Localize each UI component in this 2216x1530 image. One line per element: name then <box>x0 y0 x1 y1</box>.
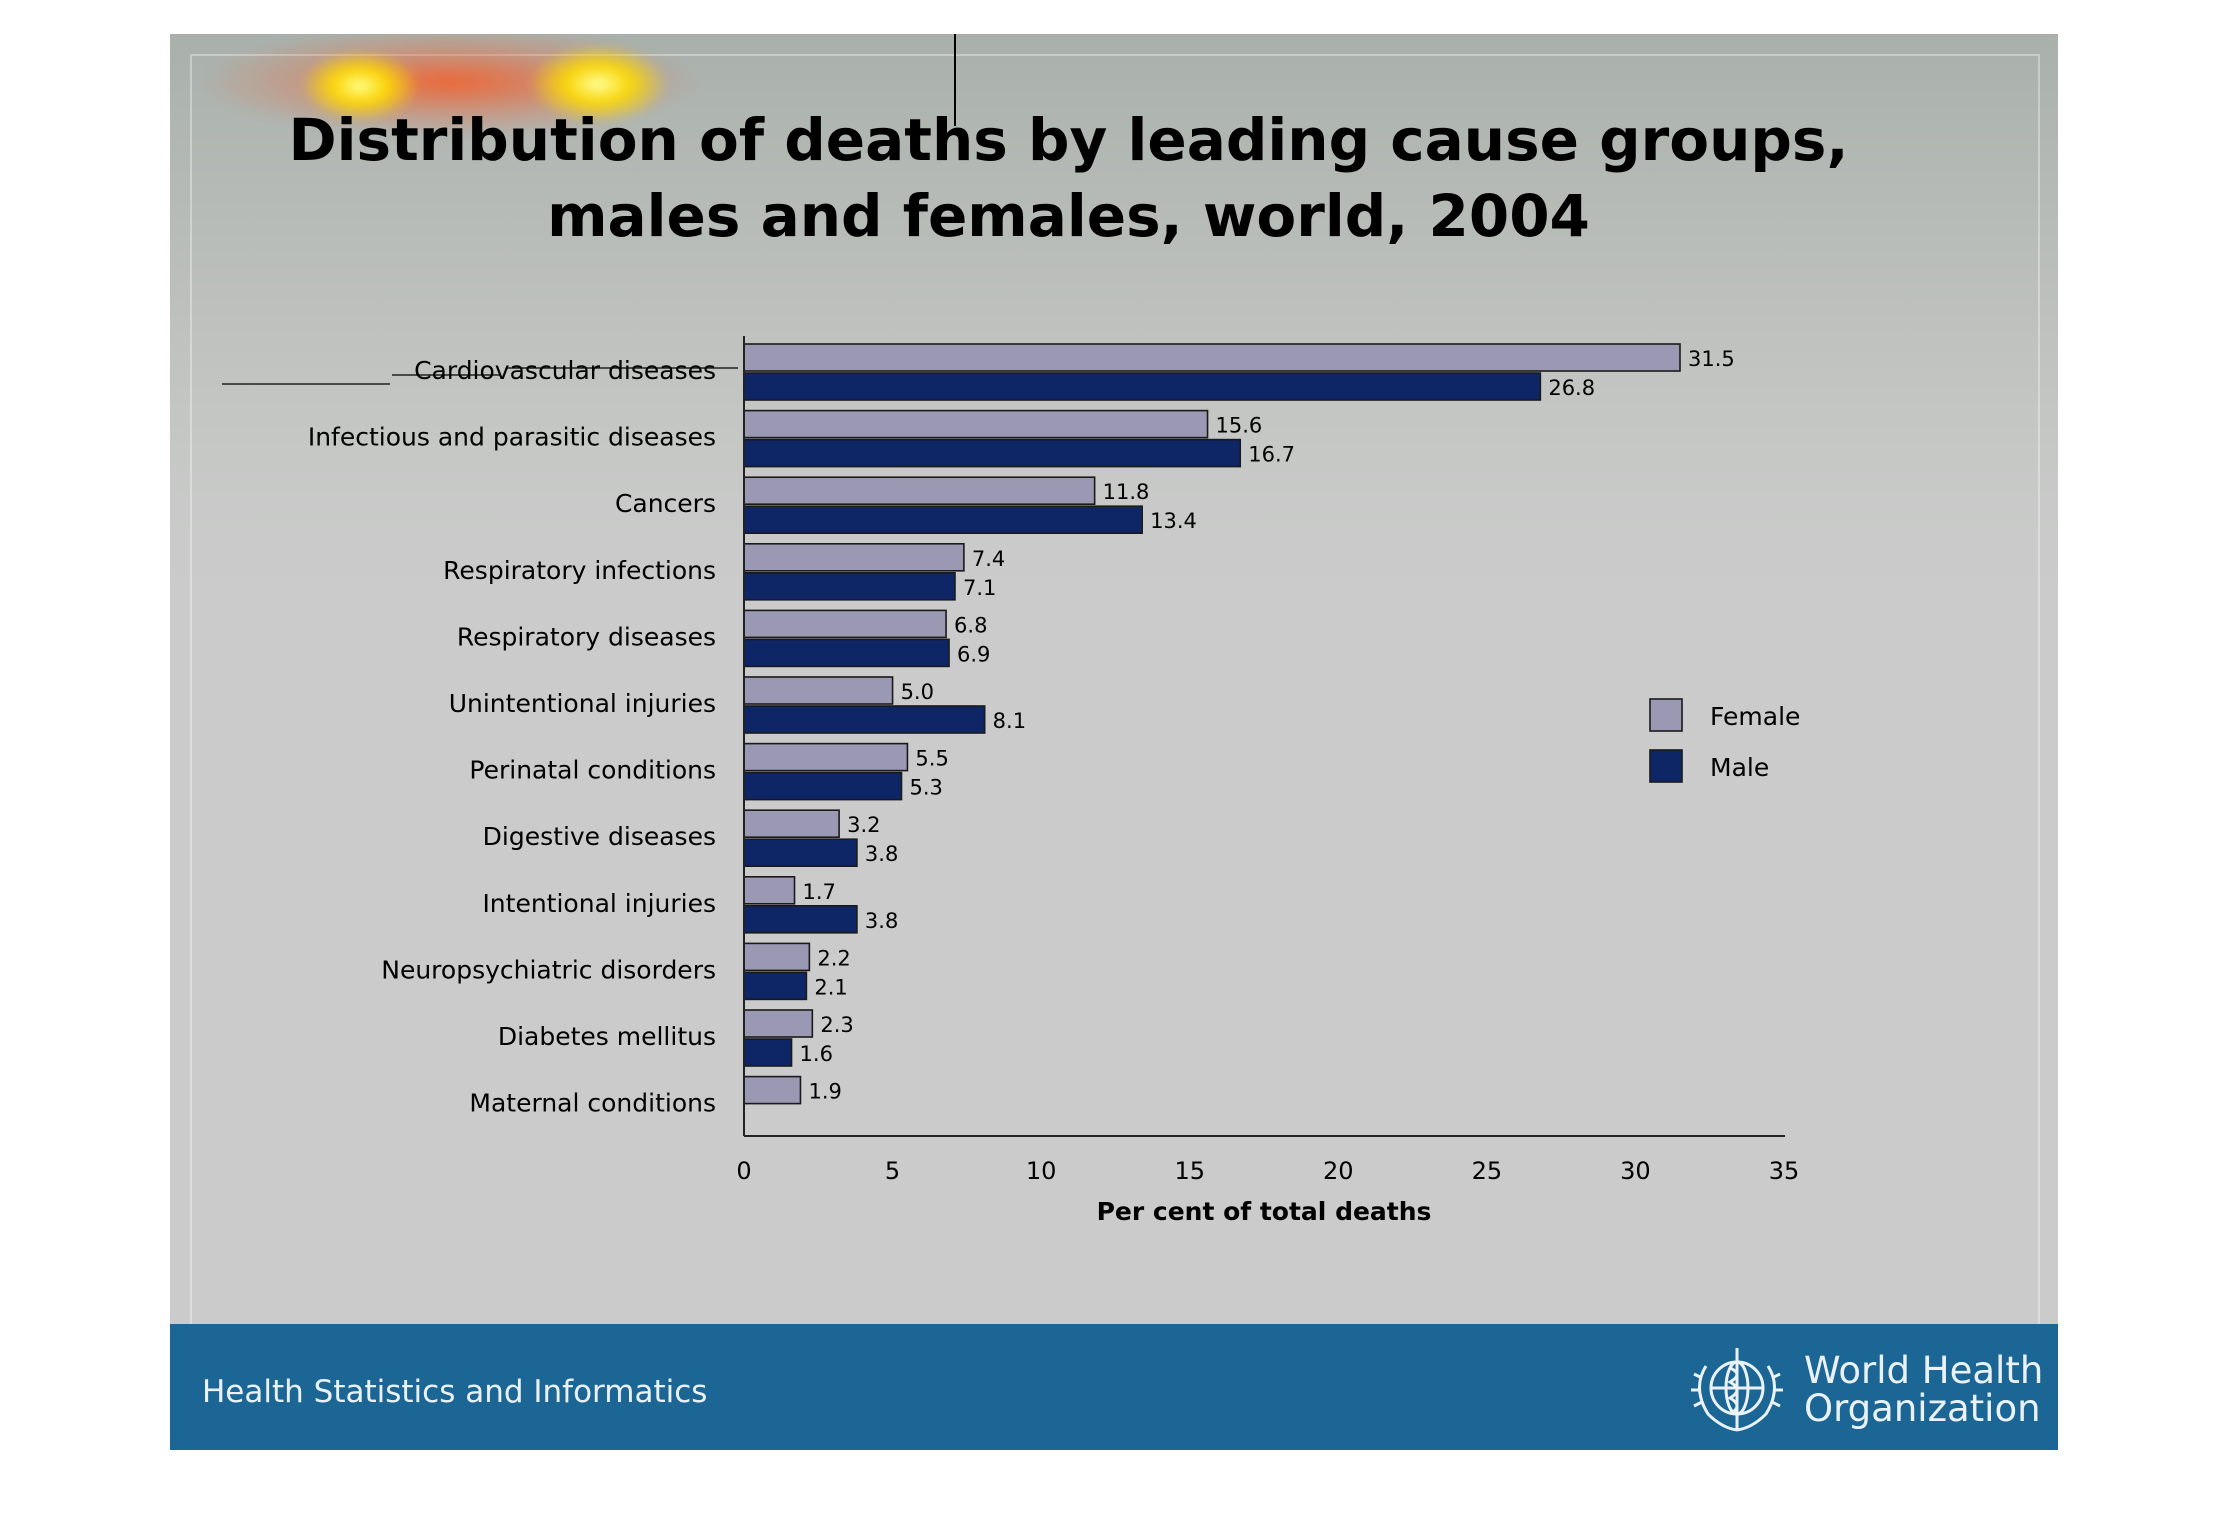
bar-male <box>743 638 950 668</box>
chart-title-line2: males and females, world, 2004 <box>547 182 1590 250</box>
x-tick-label: 30 <box>1620 1157 1651 1185</box>
data-label: 6.8 <box>954 613 987 637</box>
category-label: Infectious and parasitic diseases <box>308 423 716 452</box>
category-label: Cancers <box>615 489 716 518</box>
data-label: 13.4 <box>1150 509 1197 533</box>
data-label: 31.5 <box>1688 347 1735 371</box>
who-emblem-icon <box>1691 1348 1783 1432</box>
category-label: Intentional injuries <box>482 889 716 918</box>
data-label: 26.8 <box>1548 376 1595 400</box>
bar-male <box>743 505 1143 535</box>
data-label: 3.8 <box>865 842 898 866</box>
chart-title: Distribution of deaths by leading cause … <box>170 102 1967 254</box>
footer-department: Health Statistics and Informatics <box>202 1374 708 1410</box>
bar-female <box>743 1009 814 1038</box>
category-label: Diabetes mellitus <box>498 1022 716 1051</box>
org-name-line2: Organization <box>1804 1387 2041 1430</box>
category-label: Maternal conditions <box>469 1089 716 1118</box>
data-label: 5.0 <box>901 680 934 704</box>
data-label: 6.9 <box>957 642 990 666</box>
bar-male <box>743 1038 793 1067</box>
legend-swatch <box>1649 698 1683 732</box>
bar-female <box>743 409 1209 439</box>
data-label: 15.6 <box>1216 414 1263 438</box>
bar-male <box>743 838 858 868</box>
category-label: Respiratory infections <box>443 556 716 585</box>
bar-female <box>743 676 894 705</box>
org-name: World Health Organization <box>1804 1352 2043 1428</box>
data-label: 11.8 <box>1103 480 1150 504</box>
category-label: Cardiovascular diseases <box>414 356 716 385</box>
slide: Distribution of deaths by leading cause … <box>170 34 2058 1450</box>
footer-bar: Health Statistics and Informatics World … <box>170 1324 2058 1450</box>
legend-label: Female <box>1710 702 1800 731</box>
data-label: 2.3 <box>820 1013 853 1037</box>
data-label: 1.7 <box>803 880 836 904</box>
x-tick-label: 35 <box>1769 1157 1800 1185</box>
bar-female <box>743 1075 802 1105</box>
data-label: 2.2 <box>817 946 850 970</box>
data-label: 1.9 <box>808 1080 841 1104</box>
data-label: 8.1 <box>993 709 1026 733</box>
highlight-glow <box>190 34 710 144</box>
bar-female <box>743 609 947 639</box>
x-axis-label: Per cent of total deaths <box>1097 1197 1432 1226</box>
org-name-line1: World Health <box>1804 1349 2044 1392</box>
bar-chart: Cardiovascular diseases 31.5 26.8 Infectiou… <box>222 336 1800 1226</box>
bar-male <box>743 971 808 1001</box>
data-label: 1.6 <box>800 1042 833 1066</box>
category-label: Neuropsychiatric disorders <box>381 955 716 984</box>
bar-female <box>743 343 1681 372</box>
x-tick-label: 5 <box>885 1157 900 1185</box>
bar-male <box>743 771 903 801</box>
data-label: 5.3 <box>909 776 942 800</box>
x-tick-label: 0 <box>736 1157 751 1185</box>
category-label: Respiratory diseases <box>457 622 716 651</box>
legend-label: Male <box>1710 753 1769 782</box>
bar-male <box>743 438 1242 468</box>
data-label: 3.2 <box>847 813 880 837</box>
x-tick-label: 10 <box>1026 1157 1057 1185</box>
bar-male <box>743 904 858 934</box>
x-tick-label: 25 <box>1472 1157 1503 1185</box>
chart-title-line1: Distribution of deaths by leading cause … <box>288 106 1849 174</box>
data-label: 2.1 <box>814 975 847 999</box>
x-tick-label: 20 <box>1323 1157 1354 1185</box>
category-label: Digestive diseases <box>483 822 716 851</box>
legend-swatch <box>1649 749 1683 783</box>
bar-female <box>743 476 1096 506</box>
marker-line <box>954 34 956 126</box>
x-tick-label: 15 <box>1174 1157 1205 1185</box>
data-label: 3.8 <box>865 909 898 933</box>
bar-male <box>743 705 986 734</box>
category-label: Perinatal conditions <box>469 756 716 785</box>
bar-female <box>743 542 965 572</box>
bar-female <box>743 742 909 772</box>
category-label: Unintentional injuries <box>449 689 716 718</box>
data-label: 7.4 <box>972 547 1005 571</box>
data-label: 5.5 <box>915 747 948 771</box>
data-label: 7.1 <box>963 576 996 600</box>
bar-female <box>743 809 840 839</box>
bar-male <box>743 571 956 601</box>
data-label: 16.7 <box>1248 443 1295 467</box>
bar-female <box>743 942 811 972</box>
bar-male <box>743 372 1542 401</box>
bar-female <box>743 875 796 905</box>
